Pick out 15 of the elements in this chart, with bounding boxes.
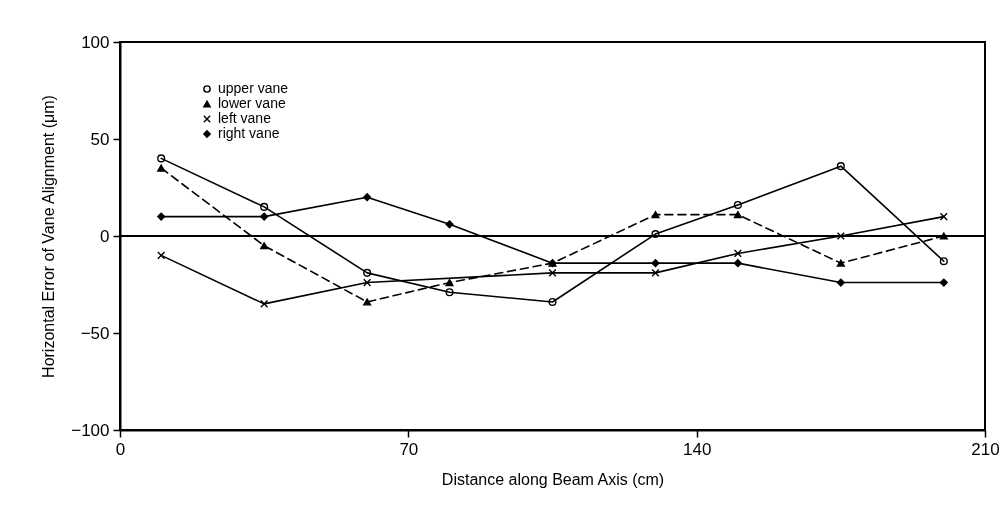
- y-tick-label: −50: [80, 323, 110, 343]
- x-axis-title: Distance along Beam Axis (cm): [441, 470, 665, 488]
- y-tick-label: −100: [71, 420, 110, 440]
- y-tick-label: 100: [81, 32, 110, 52]
- legend-label: lower vane: [218, 95, 286, 111]
- y-tick-label: 50: [90, 129, 110, 149]
- y-axis-title: Horizontal Error of Vane Alignment (μm): [40, 95, 58, 378]
- x-tick-label: 70: [399, 439, 419, 459]
- x-tick-label: 140: [682, 439, 712, 459]
- legend-label: left vane: [218, 110, 272, 126]
- x-tick-label: 210: [971, 439, 1000, 459]
- y-tick-label: 0: [100, 226, 110, 246]
- x-tick-label: 0: [115, 439, 126, 459]
- legend-label: right vane: [218, 125, 280, 141]
- legend-label: upper vane: [218, 80, 289, 96]
